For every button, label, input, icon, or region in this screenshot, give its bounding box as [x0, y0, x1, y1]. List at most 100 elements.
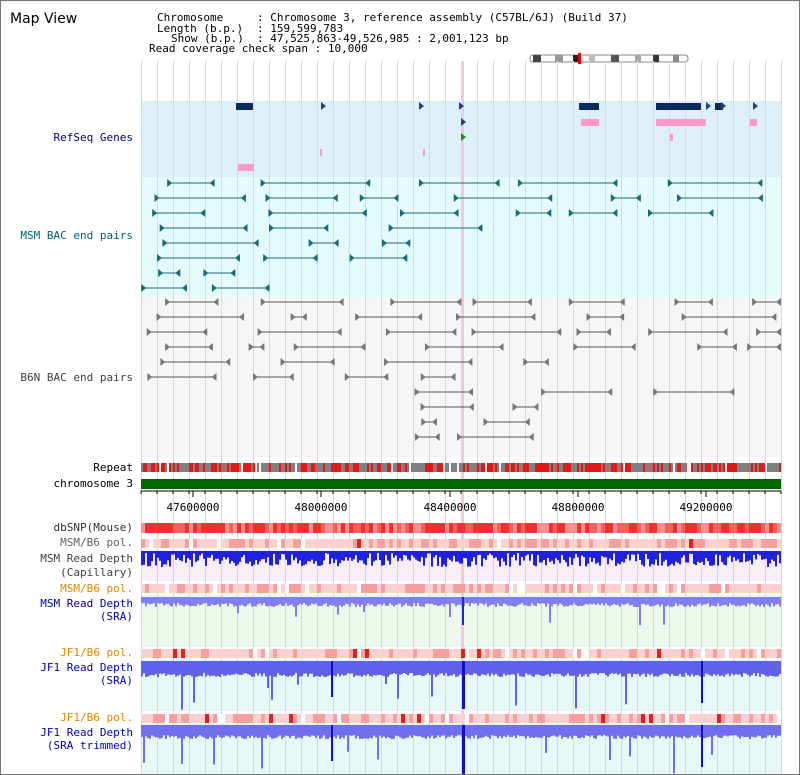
polymorphism-cell: [185, 714, 189, 723]
read-depth-bar: [283, 551, 285, 555]
repeat-block: [749, 463, 751, 472]
read-depth-bar: [347, 551, 349, 561]
polymorphism-cell: [405, 539, 409, 548]
polymorphism-cell: [201, 649, 205, 658]
msm-bac-end: [402, 254, 408, 262]
read-depth-bar: [611, 725, 613, 736]
read-depth-bar: [233, 725, 235, 737]
repeat-block: [289, 463, 291, 472]
polymorphism-cell: [257, 714, 261, 723]
jf1-b6-pol-label-1[interactable]: JF1/B6 pol.: [60, 646, 133, 659]
polymorphism-cell: [625, 714, 629, 723]
read-depth-bar: [331, 551, 333, 559]
jf1-sra-label-1[interactable]: JF1 Read Depth: [40, 661, 133, 674]
read-depth-bar: [745, 661, 747, 674]
polymorphism-cell: [541, 714, 545, 723]
read-depth-bar: [771, 551, 773, 560]
read-depth-bar: [431, 725, 433, 736]
polymorphism-cell: [533, 649, 537, 658]
read-depth-bar: [567, 597, 569, 607]
msm-sra-label-1[interactable]: MSM Read Depth: [40, 597, 133, 610]
read-depth-bar: [251, 661, 253, 677]
polymorphism-cell: [485, 539, 489, 548]
polymorphism-cell: [277, 649, 281, 658]
read-depth-bar: [485, 551, 487, 560]
read-depth-bar: [663, 725, 665, 737]
msm-b6-pol-label-2[interactable]: MSM/B6 pol.: [60, 582, 133, 595]
dbsnp-cell: [529, 523, 533, 533]
repeat-block: [643, 463, 645, 472]
dbsnp-cell: [665, 523, 669, 533]
read-depth-bar: [263, 597, 265, 604]
dbsnp-label[interactable]: dbSNP(Mouse): [53, 521, 133, 534]
polymorphism-cell: [649, 539, 653, 548]
read-depth-bar: [509, 725, 511, 737]
read-depth-bar: [491, 661, 493, 674]
repeat-block: [741, 463, 743, 472]
polymorphism-cell: [189, 649, 193, 658]
repeat-label[interactable]: Repeat: [93, 461, 133, 474]
jf1-b6-pol-label-2[interactable]: JF1/B6 pol.: [60, 711, 133, 724]
read-depth-bar: [685, 725, 687, 738]
repeat-block: [227, 463, 229, 472]
read-depth-bar: [531, 661, 533, 676]
read-depth-bar: [613, 551, 615, 554]
repeat-block: [661, 463, 663, 472]
read-depth-bar: [419, 551, 421, 562]
polymorphism-cell: [773, 584, 777, 593]
read-depth-bar: [285, 597, 287, 604]
read-depth-bar: [629, 725, 631, 757]
read-depth-bar: [309, 551, 311, 562]
read-depth-bar: [345, 661, 347, 676]
read-depth-bar: [655, 551, 657, 560]
read-depth-bar: [159, 597, 161, 604]
read-depth-bar: [381, 661, 383, 676]
read-depth-bar: [717, 725, 719, 737]
b6n-bac-end: [213, 298, 219, 306]
read-depth-bar: [665, 551, 667, 560]
read-depth-bar: [489, 551, 491, 554]
read-depth-bar: [273, 597, 275, 607]
polymorphism-cell: [689, 649, 693, 658]
read-depth-bar: [687, 725, 689, 739]
dbsnp-cell: [293, 523, 297, 533]
dbsnp-cell: [205, 523, 209, 533]
chromosome-ideogram[interactable]: [529, 53, 691, 65]
read-depth-bar: [219, 661, 221, 677]
msm-b6-pol-label-1[interactable]: MSM/B6 pol.: [60, 536, 133, 549]
msm-bac-label[interactable]: MSM BAC end pairs: [20, 229, 133, 242]
read-depth-bar: [713, 661, 715, 675]
read-depth-bar: [765, 725, 767, 738]
polymorphism-cell: [701, 649, 705, 658]
read-depth-bar: [603, 551, 605, 558]
read-depth-bar: [247, 551, 249, 564]
msm-bac-end: [515, 209, 521, 217]
polymorphism-cell: [289, 649, 293, 658]
repeat-block: [775, 463, 777, 472]
repeat-block: [301, 463, 303, 472]
polymorphism-cell: [301, 539, 305, 548]
dbsnp-cell: [697, 523, 701, 533]
read-depth-bar: [543, 725, 545, 736]
read-depth-spike: [701, 661, 703, 703]
polymorphism-cell: [249, 539, 253, 548]
refseq-genes-label[interactable]: RefSeq Genes: [53, 131, 133, 144]
msm-capillary-label-1[interactable]: MSM Read Depth: [40, 552, 133, 565]
refseq-gene-marker: [419, 102, 424, 110]
repeat-block: [217, 463, 219, 472]
read-depth-bar: [727, 661, 729, 674]
read-depth-bar: [279, 597, 281, 605]
read-depth-bar: [303, 661, 305, 674]
read-depth-bar: [411, 551, 413, 556]
read-depth-bar: [523, 551, 525, 561]
jf1-trim-label-1[interactable]: JF1 Read Depth: [40, 726, 133, 739]
read-depth-bar: [253, 725, 255, 738]
read-depth-bar: [709, 661, 711, 676]
read-depth-bar: [203, 551, 205, 559]
read-depth-bar: [405, 597, 407, 604]
polymorphism-cell: [497, 584, 501, 593]
b6n-bac-label[interactable]: B6N BAC end pairs: [20, 371, 133, 384]
polymorphism-cell: [669, 714, 673, 723]
msm-bac-end: [240, 194, 246, 202]
read-depth-bar: [675, 661, 677, 676]
